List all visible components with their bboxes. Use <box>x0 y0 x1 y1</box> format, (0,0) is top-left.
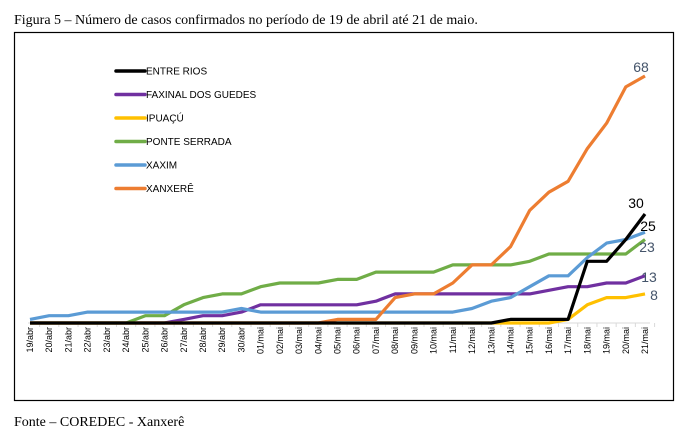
x-tick-label: 14/mai <box>505 327 515 354</box>
x-tick-label: 18/mai <box>582 327 592 354</box>
legend-item: FAXINAL DOS GUEDES <box>114 90 257 101</box>
x-tick-label: 13/mai <box>486 327 496 354</box>
x-tick-label: 20/mai <box>621 327 631 354</box>
legend-item: XAXIM <box>114 161 177 172</box>
x-tick-label: 27/abr <box>179 327 189 353</box>
x-tick-label: 22/abr <box>83 327 93 353</box>
x-tick-label: 21/abr <box>63 327 73 353</box>
x-tick-label: 23/abr <box>102 327 112 353</box>
x-tick-label: 06/mai <box>352 327 362 354</box>
x-tick-label: 30/abr <box>236 327 246 353</box>
legend-label: XAXIM <box>146 161 177 172</box>
data-label: 8 <box>650 287 658 303</box>
x-tick-label: 21/mai <box>640 327 650 354</box>
x-axis-ticks: 19/abr 20/abr 21/abr 22/abr 23/abr 24/abr 25/a… <box>25 323 656 354</box>
x-tick-label: 19/abr <box>25 327 35 353</box>
series-line-ponte-serrada <box>30 238 646 325</box>
x-tick-label: 12/mai <box>467 327 477 354</box>
legend-item: XANXERÊ <box>114 182 194 195</box>
legend-item: PONTE SERRADA <box>114 137 232 148</box>
x-tick-label: 16/mai <box>544 327 554 354</box>
figure-title: Figura 5 – Número de casos confirmados n… <box>14 13 478 28</box>
x-tick-label: 11/mai <box>448 327 458 353</box>
legend-item: IPUAÇÚ <box>114 112 184 125</box>
legend-label: ENTRE RIOS <box>146 67 207 78</box>
chart-frame <box>13 31 675 402</box>
x-tick-label: 07/mai <box>371 327 381 354</box>
legend-label: PONTE SERRADA <box>146 137 232 148</box>
legend-item: ENTRE RIOS <box>114 67 207 78</box>
x-tick-label: 17/mai <box>563 327 573 354</box>
x-tick-label: 01/mai <box>256 327 266 354</box>
legend-label: XANXERÊ <box>146 182 194 195</box>
series-lines <box>29 74 647 325</box>
x-tick-label: 02/mai <box>275 327 285 354</box>
x-tick-label: 04/mai <box>313 327 323 354</box>
data-label: 68 <box>633 59 649 75</box>
data-label: 23 <box>639 239 655 255</box>
x-tick-label: 19/mai <box>602 327 612 354</box>
x-tick-label: 29/abr <box>217 327 227 353</box>
data-label: 13 <box>641 269 657 285</box>
x-tick-label: 05/mai <box>333 327 343 354</box>
data-label: 25 <box>640 218 656 234</box>
x-tick-label: 10/mai <box>429 327 439 354</box>
end-labels: 30 13 8 23 25 68 <box>628 59 658 303</box>
x-tick-label: 03/mai <box>294 327 304 354</box>
x-tick-label: 15/mai <box>525 327 535 354</box>
x-tick-label: 09/mai <box>409 327 419 354</box>
x-tick-label: 25/abr <box>140 327 150 353</box>
legend-label: FAXINAL DOS GUEDES <box>146 90 257 101</box>
x-tick-label: 24/abr <box>121 327 131 353</box>
legend-label: IPUAÇÚ <box>146 112 184 125</box>
x-tick-label: 28/abr <box>198 327 208 353</box>
source-note: Fonte – COREDEC - Xanxerê <box>14 415 184 430</box>
x-tick-label: 08/mai <box>390 327 400 354</box>
x-tick-label: 26/abr <box>160 327 170 353</box>
legend: ENTRE RIOS FAXINAL DOS GUEDES IPUAÇÚ PONTE … <box>114 67 257 195</box>
x-tick-label: 20/abr <box>44 327 54 353</box>
data-label: 30 <box>628 195 644 211</box>
